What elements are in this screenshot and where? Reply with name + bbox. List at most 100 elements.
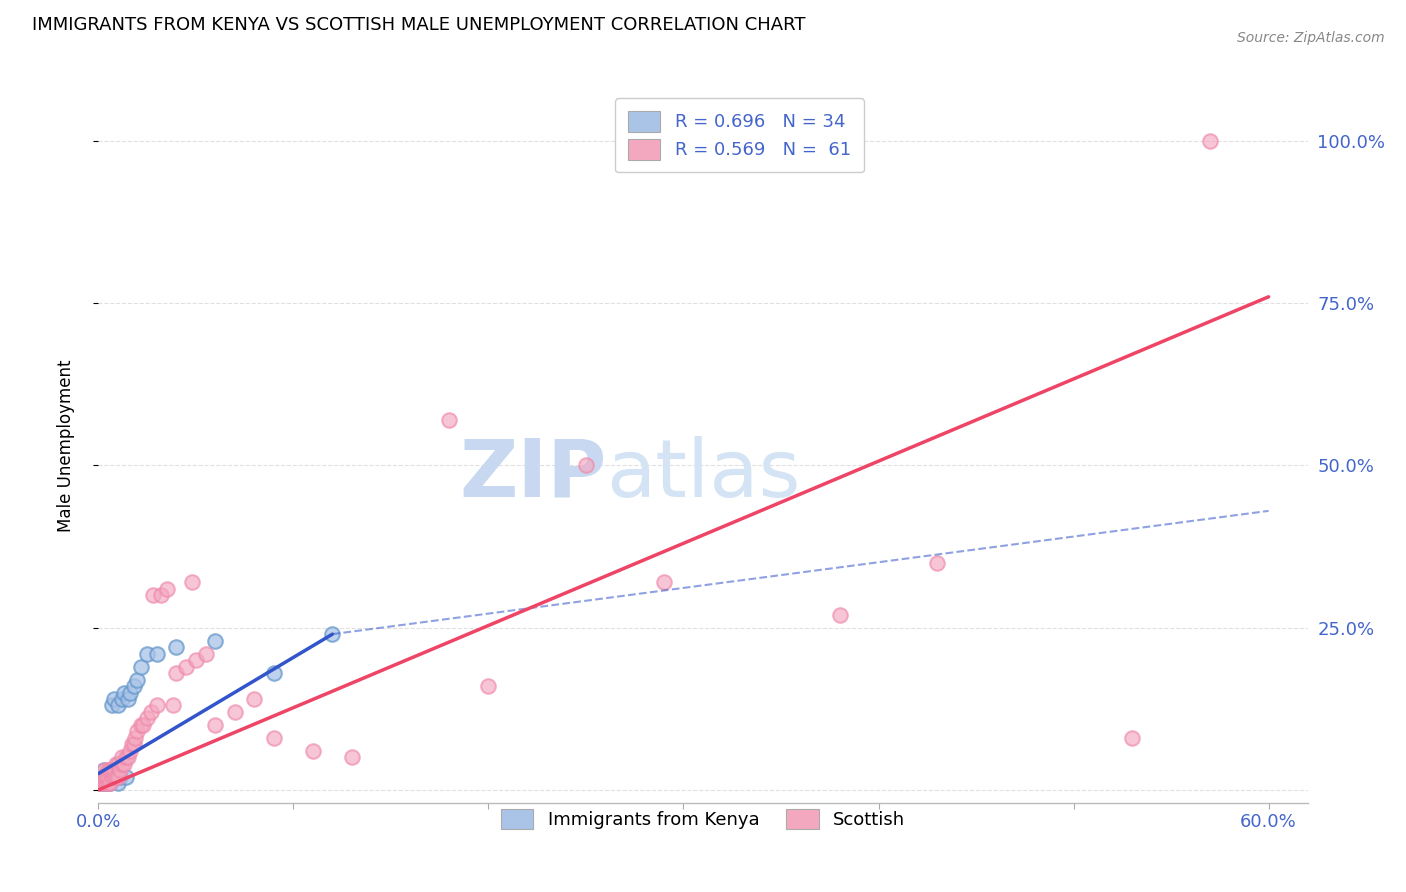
Point — [477, 679, 499, 693]
Point — [101, 770, 124, 784]
Point — [107, 698, 129, 713]
Point — [101, 698, 124, 713]
Point — [1199, 134, 1222, 148]
Point — [194, 647, 217, 661]
Point — [149, 588, 172, 602]
Point — [263, 731, 285, 745]
Point — [104, 756, 127, 771]
Point — [321, 627, 343, 641]
Point — [1121, 731, 1143, 745]
Point — [103, 692, 125, 706]
Text: IMMIGRANTS FROM KENYA VS SCOTTISH MALE UNEMPLOYMENT CORRELATION CHART: IMMIGRANTS FROM KENYA VS SCOTTISH MALE U… — [32, 16, 806, 34]
Point — [118, 744, 141, 758]
Point — [111, 750, 134, 764]
Y-axis label: Male Unemployment: Male Unemployment — [56, 359, 75, 533]
Point — [828, 607, 851, 622]
Point — [127, 673, 149, 687]
Point — [93, 764, 115, 778]
Text: atlas: atlas — [606, 435, 800, 514]
Point — [111, 756, 134, 771]
Point — [108, 764, 131, 778]
Point — [98, 764, 121, 778]
Point — [112, 685, 135, 699]
Text: ZIP: ZIP — [458, 435, 606, 514]
Point — [243, 692, 266, 706]
Point — [97, 770, 120, 784]
Point — [91, 776, 114, 790]
Point — [96, 776, 118, 790]
Point — [127, 724, 149, 739]
Point — [117, 692, 139, 706]
Point — [162, 698, 184, 713]
Point — [98, 770, 121, 784]
Point — [132, 718, 155, 732]
Point — [96, 770, 118, 784]
Point — [103, 764, 125, 778]
Point — [108, 770, 131, 784]
Point — [146, 698, 169, 713]
Point — [204, 633, 226, 648]
Point — [107, 756, 129, 771]
Point — [97, 770, 120, 784]
Point — [124, 731, 146, 745]
Point — [136, 711, 159, 725]
Point — [340, 750, 363, 764]
Point — [93, 764, 115, 778]
Point — [165, 640, 187, 654]
Point — [174, 659, 197, 673]
Point — [181, 575, 204, 590]
Point — [96, 770, 118, 784]
Point — [114, 770, 136, 784]
Point — [165, 666, 187, 681]
Point — [224, 705, 246, 719]
Point — [652, 575, 675, 590]
Point — [93, 770, 115, 784]
Point — [93, 776, 115, 790]
Point — [104, 770, 127, 784]
Point — [97, 776, 120, 790]
Point — [107, 770, 129, 784]
Legend: Immigrants from Kenya, Scottish: Immigrants from Kenya, Scottish — [494, 801, 912, 837]
Point — [139, 705, 162, 719]
Point — [439, 413, 461, 427]
Point — [118, 685, 141, 699]
Point — [122, 738, 145, 752]
Point — [146, 647, 169, 661]
Point — [98, 776, 121, 790]
Point — [97, 764, 120, 778]
Point — [111, 692, 134, 706]
Point — [101, 770, 124, 784]
Point — [925, 556, 948, 570]
Text: Source: ZipAtlas.com: Source: ZipAtlas.com — [1237, 31, 1385, 45]
Point — [263, 666, 285, 681]
Point — [575, 458, 598, 473]
Point — [117, 750, 139, 764]
Point — [97, 776, 120, 790]
Point — [103, 770, 125, 784]
Point — [131, 659, 153, 673]
Point — [104, 770, 127, 784]
Point — [131, 718, 153, 732]
Point — [96, 776, 118, 790]
Point — [89, 776, 111, 790]
Point — [121, 738, 143, 752]
Point — [91, 776, 114, 790]
Point — [122, 679, 145, 693]
Point — [112, 756, 135, 771]
Point — [142, 588, 165, 602]
Point — [89, 770, 111, 784]
Point — [101, 764, 124, 778]
Point — [89, 776, 111, 790]
Point — [114, 750, 136, 764]
Point — [91, 770, 114, 784]
Point — [98, 776, 121, 790]
Point — [204, 718, 226, 732]
Point — [93, 770, 115, 784]
Point — [156, 582, 179, 596]
Point — [107, 776, 129, 790]
Point — [302, 744, 325, 758]
Point — [91, 770, 114, 784]
Point — [184, 653, 207, 667]
Point — [136, 647, 159, 661]
Point — [103, 770, 125, 784]
